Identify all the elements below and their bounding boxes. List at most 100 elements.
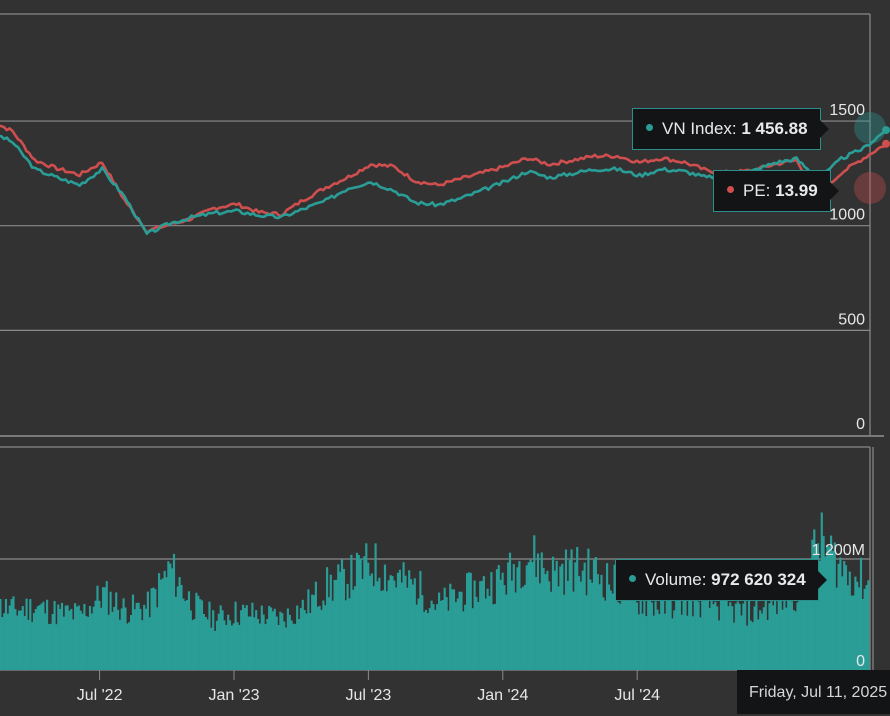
volume-bar [98,600,101,670]
volume-bar [772,605,775,670]
volume-bar [514,592,517,670]
volume-bar [16,615,19,670]
volume-bar [751,622,754,670]
volume-bar [831,550,835,670]
volume-bar [462,611,465,670]
volume-bar [551,556,555,670]
volume-bar [525,565,528,670]
volume-bar [833,542,836,670]
volume-bar [684,589,687,670]
vn-index-tooltip-label: VN Index: [662,119,742,138]
volume-bar [47,624,51,670]
volume-bar [163,570,166,670]
volume-bar [635,602,639,670]
volume-bar [563,594,566,670]
volume-bar [456,598,459,670]
volume-bar [413,578,416,670]
volume-bar [714,601,717,670]
volume-bar [187,591,191,670]
volume-bar [169,563,172,670]
volume-bar [60,602,64,670]
volume-bar [634,589,637,670]
volume-bar [318,605,321,670]
volume-bar [59,608,62,670]
volume-bar [350,554,353,670]
volume-bar [396,572,400,670]
volume-bar [494,603,497,670]
vn-index-tooltip-value: 1 456.88 [741,119,808,138]
volume-bar [23,616,26,670]
volume-bar [783,583,786,670]
volume-bar [247,616,250,670]
volume-bar [518,561,521,670]
volume-bar [559,566,562,670]
volume-bar [273,608,276,670]
volume-bar [598,584,601,670]
volume-bar [1,617,4,670]
volume-bar [466,573,469,670]
volume-bar [434,610,437,670]
volume-bar [482,576,485,670]
volume-bar [174,596,177,670]
volume-bar [299,608,303,670]
volume-bar [473,580,476,670]
volume-bar [760,613,764,670]
volume-bar [105,581,108,670]
volume-bar [540,552,543,670]
volume-bar [141,620,144,670]
volume-bar [49,623,52,670]
volume-bar [695,586,698,670]
volume-bar [389,575,392,670]
volume-bar [488,596,491,670]
volume-bar [546,570,549,670]
volume-bar [820,512,823,670]
volume-bar [0,599,2,670]
pe-tooltip: PE: 13.99 [713,170,839,212]
volume-bar [365,543,368,670]
volume-bar [576,547,579,670]
volume-bar [742,603,745,670]
volume-bar [417,598,420,670]
volume-bar [309,613,312,670]
volume-bar [701,589,704,670]
volume-bar [342,568,345,670]
volume-bar [693,591,696,670]
volume-bar [411,584,415,670]
volume-bar [370,573,373,670]
volume-bar [391,576,394,670]
volume-bar [189,610,192,670]
volume-bar [529,559,532,670]
volume-bar [734,603,737,670]
volume-bar [264,624,267,670]
volume-bar [372,586,375,670]
volume-bar [484,598,487,670]
volume-bar [180,584,183,670]
volume-bar [785,607,788,670]
volume-bar [424,609,428,670]
volume-bar [746,625,749,670]
volume-bar [647,599,650,670]
volume-bar [643,597,646,670]
volume-bar [111,611,114,670]
volume-bar [568,560,571,670]
volume-bar [243,608,247,670]
volume-bar [839,557,842,670]
volume-bar [29,599,32,670]
volume-bar [688,591,691,670]
volume-bar [604,600,607,670]
volume-bar [587,548,590,670]
volume-bar [270,607,273,670]
volume-bar [36,606,39,670]
volume-bar [81,613,84,670]
volume-bar [122,598,125,670]
volume-bar [665,592,668,670]
volume-bar [794,611,797,670]
volume-bar [327,597,331,670]
volume-bar [815,554,818,670]
pe-hover-halo [854,172,886,204]
volume-bar [566,580,569,670]
x-tick-label: Jul '23 [346,687,392,704]
volume-bar [238,625,241,670]
volume-bar [656,609,659,670]
volume-bar [639,596,642,670]
